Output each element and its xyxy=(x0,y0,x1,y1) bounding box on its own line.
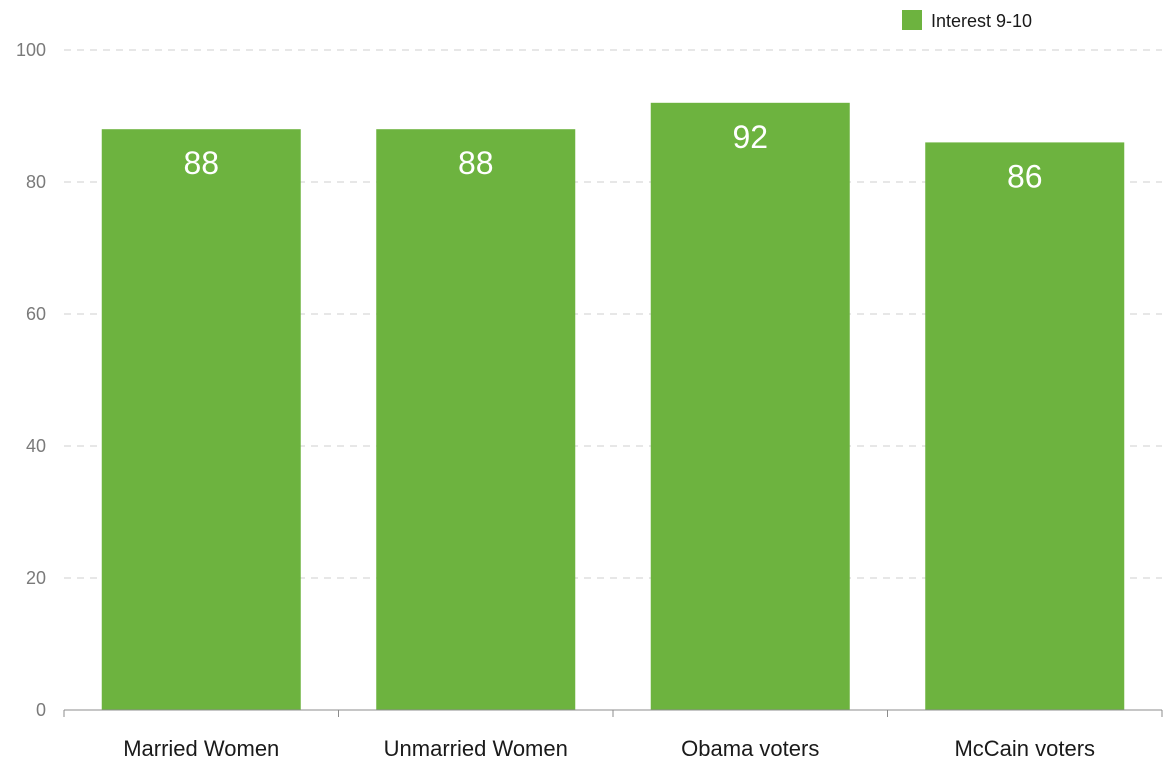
legend-label-interest: Interest 9-10 xyxy=(931,11,1032,31)
data-label: 86 xyxy=(1007,158,1043,194)
data-label: 88 xyxy=(458,145,494,181)
y-tick-label: 0 xyxy=(36,700,46,720)
x-tick-label: Unmarried Women xyxy=(384,736,568,761)
data-label: 92 xyxy=(732,119,768,155)
bars xyxy=(101,102,1125,711)
y-tick-label: 60 xyxy=(26,304,46,324)
x-tick-label: Obama voters xyxy=(681,736,819,761)
y-tick-label: 40 xyxy=(26,436,46,456)
y-axis-ticks: 0 20 40 60 80 100 xyxy=(16,40,46,720)
legend: Interest 9-10 xyxy=(902,10,1032,31)
y-tick-label: 100 xyxy=(16,40,46,60)
bar xyxy=(101,129,301,710)
bar xyxy=(650,102,850,711)
y-tick-label: 20 xyxy=(26,568,46,588)
data-labels: 88 88 92 86 xyxy=(183,119,1042,195)
data-label: 88 xyxy=(183,145,219,181)
x-tick-label: McCain voters xyxy=(954,736,1095,761)
y-tick-label: 80 xyxy=(26,172,46,192)
legend-swatch-interest xyxy=(902,10,922,30)
bar xyxy=(376,129,576,710)
bar xyxy=(925,142,1125,710)
x-tick-label: Married Women xyxy=(123,736,279,761)
x-axis-ticks: Married Women Unmarried Women Obama voters… xyxy=(63,710,1163,761)
